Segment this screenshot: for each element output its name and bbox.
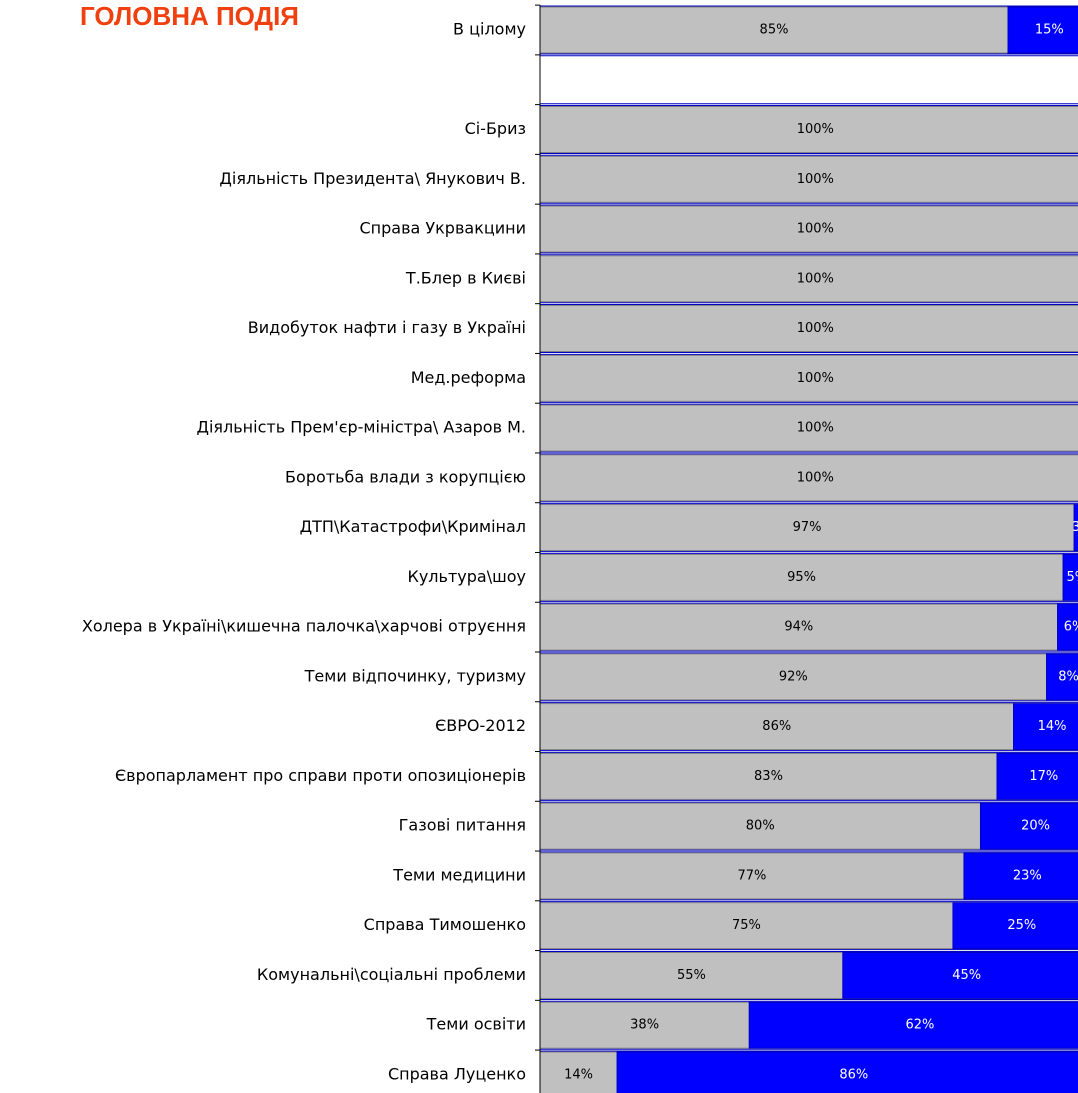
y-tick-label: ЄВРО-2012 xyxy=(435,716,526,735)
bar-segment xyxy=(539,603,1059,651)
bar-segment xyxy=(1007,6,1078,54)
y-tick-label: Теми освіти xyxy=(426,1015,526,1034)
bar-segment xyxy=(1062,553,1078,601)
data-label: 85% xyxy=(760,23,789,38)
data-label: 86% xyxy=(762,719,791,734)
data-label: 100% xyxy=(797,321,834,336)
chart-title: ГОЛОВНА ПОДІЯ xyxy=(80,1,299,31)
data-label: 55% xyxy=(677,968,706,983)
y-tick-label: Теми відпочинку, туризму xyxy=(304,666,526,685)
data-label: 62% xyxy=(905,1018,934,1033)
data-label: 100% xyxy=(797,271,834,286)
y-tick-label: Діяльність Прем'єр-міністра\ Азаров М. xyxy=(196,418,526,437)
data-label: 100% xyxy=(797,421,834,436)
bar-segment xyxy=(1057,603,1078,651)
data-label: 45% xyxy=(952,968,981,983)
data-label: 92% xyxy=(779,669,808,684)
y-tick-label: Холера в Україні\кишечна палочка\харчові… xyxy=(82,617,526,636)
data-label: 23% xyxy=(1013,868,1042,883)
bar-segment xyxy=(1046,653,1078,701)
bar-segment xyxy=(842,951,1078,999)
bar-segment xyxy=(539,205,1078,253)
data-label: 94% xyxy=(784,620,813,635)
y-tick-label: Видобуток нафти і газу в Україні xyxy=(248,318,526,337)
bar-segment xyxy=(539,305,1078,353)
data-label: 77% xyxy=(738,868,767,883)
data-label: 6% xyxy=(1064,620,1078,635)
bar-segment xyxy=(539,752,998,800)
bar-segment xyxy=(616,1051,1078,1093)
data-label: 97% xyxy=(793,520,822,535)
bar-segment xyxy=(1073,504,1078,552)
data-label: 83% xyxy=(754,769,783,784)
bar-segment xyxy=(996,752,1078,800)
y-tick-label: Комунальні\соціальні проблеми xyxy=(257,965,526,984)
y-tick-label: Боротьба влади з корупцією xyxy=(285,467,526,486)
data-label: 75% xyxy=(732,918,761,933)
data-label: 20% xyxy=(1021,819,1050,834)
bar-segment xyxy=(963,852,1078,900)
bar-segment xyxy=(539,106,1078,154)
y-tick-label: Т.Блер в Києві xyxy=(405,268,526,287)
data-label: 3% xyxy=(1072,520,1078,535)
data-label: 100% xyxy=(797,470,834,485)
bar-segment xyxy=(748,1001,1078,1049)
data-label: 100% xyxy=(797,172,834,187)
bar-segment xyxy=(539,255,1078,303)
data-label: 38% xyxy=(630,1018,659,1033)
bar-segment xyxy=(539,553,1064,601)
data-label: 80% xyxy=(746,819,775,834)
data-label: 86% xyxy=(839,1067,868,1082)
data-label: 14% xyxy=(564,1067,593,1082)
y-tick-label: Теми медицини xyxy=(392,865,526,884)
y-tick-label: Діяльність Президента\ Янукович В. xyxy=(219,169,526,188)
y-tick-label: Мед.реформа xyxy=(411,368,526,387)
data-label: 14% xyxy=(1038,719,1067,734)
y-tick-label: ДТП\Катастрофи\Кримінал xyxy=(300,517,526,536)
bar-segment xyxy=(539,155,1078,203)
bar-segment xyxy=(539,404,1078,452)
bar-segment xyxy=(979,802,1078,850)
bar-segment xyxy=(1013,703,1078,751)
bar-segment xyxy=(539,802,981,850)
data-label: 8% xyxy=(1058,669,1078,684)
bar-segment xyxy=(539,703,1015,751)
y-tick-label: Сі-Бриз xyxy=(465,119,526,138)
data-label: 100% xyxy=(797,222,834,237)
data-label: 25% xyxy=(1007,918,1036,933)
bar-segment xyxy=(539,354,1078,402)
y-tick-label: Справа Укрвакцини xyxy=(359,219,526,238)
y-tick-label: Європарламент про справи проти опозиціон… xyxy=(115,766,526,785)
y-tick-label: Культура\шоу xyxy=(407,567,526,586)
bar-segment xyxy=(539,454,1078,502)
bar-segment xyxy=(539,1051,618,1093)
bar-segment xyxy=(539,653,1048,701)
bar-segment xyxy=(539,6,1009,54)
y-tick-label: В цілому xyxy=(453,20,526,39)
data-label: 15% xyxy=(1035,23,1064,38)
y-tick-label: Газові питання xyxy=(399,816,526,835)
y-tick-label: Справа Тимошенко xyxy=(364,915,526,934)
data-label: 95% xyxy=(787,570,816,585)
data-label: 5% xyxy=(1067,570,1078,585)
data-label: 100% xyxy=(797,122,834,137)
bar-segment xyxy=(952,902,1078,950)
bar-segment xyxy=(539,902,954,950)
data-label: 17% xyxy=(1029,769,1058,784)
y-tick-label: Справа Луценко xyxy=(388,1064,526,1083)
data-label: 100% xyxy=(797,371,834,386)
